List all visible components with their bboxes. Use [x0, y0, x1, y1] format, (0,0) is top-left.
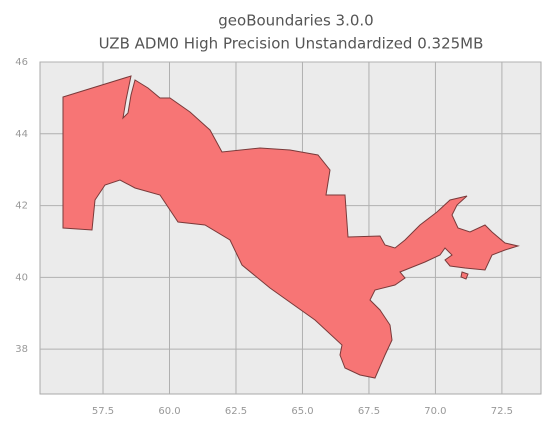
y-tick-label: 42	[15, 201, 28, 212]
country-shape	[62, 75, 520, 379]
chart-subtitle: UZB ADM0 High Precision Unstandardized 0…	[99, 35, 484, 53]
x-tick-label: 57.5	[92, 406, 114, 417]
x-tick-label: 67.5	[358, 406, 380, 417]
x-tick-label: 65.0	[291, 406, 313, 417]
x-tick-label: 60.0	[158, 406, 180, 417]
x-tick-label: 62.5	[225, 406, 247, 417]
y-tick-label: 38	[15, 344, 28, 355]
y-tick-label: 44	[15, 129, 28, 140]
chart-title: geoBoundaries 3.0.0	[218, 12, 373, 30]
x-tick-label: 70.0	[424, 406, 446, 417]
y-tick-label: 40	[15, 272, 28, 283]
x-tick-label: 72.5	[491, 406, 513, 417]
y-tick-label: 46	[15, 57, 28, 68]
